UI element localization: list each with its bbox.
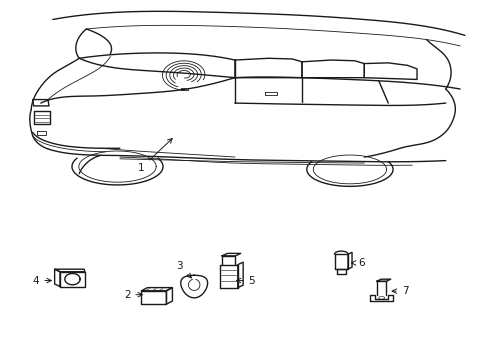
Text: 5: 5 [236, 275, 254, 285]
Text: 6: 6 [351, 258, 365, 268]
Text: 4: 4 [33, 275, 51, 285]
Text: 2: 2 [123, 290, 142, 300]
Text: 3: 3 [176, 261, 191, 278]
Text: 1: 1 [138, 139, 172, 173]
Text: 7: 7 [391, 286, 407, 296]
